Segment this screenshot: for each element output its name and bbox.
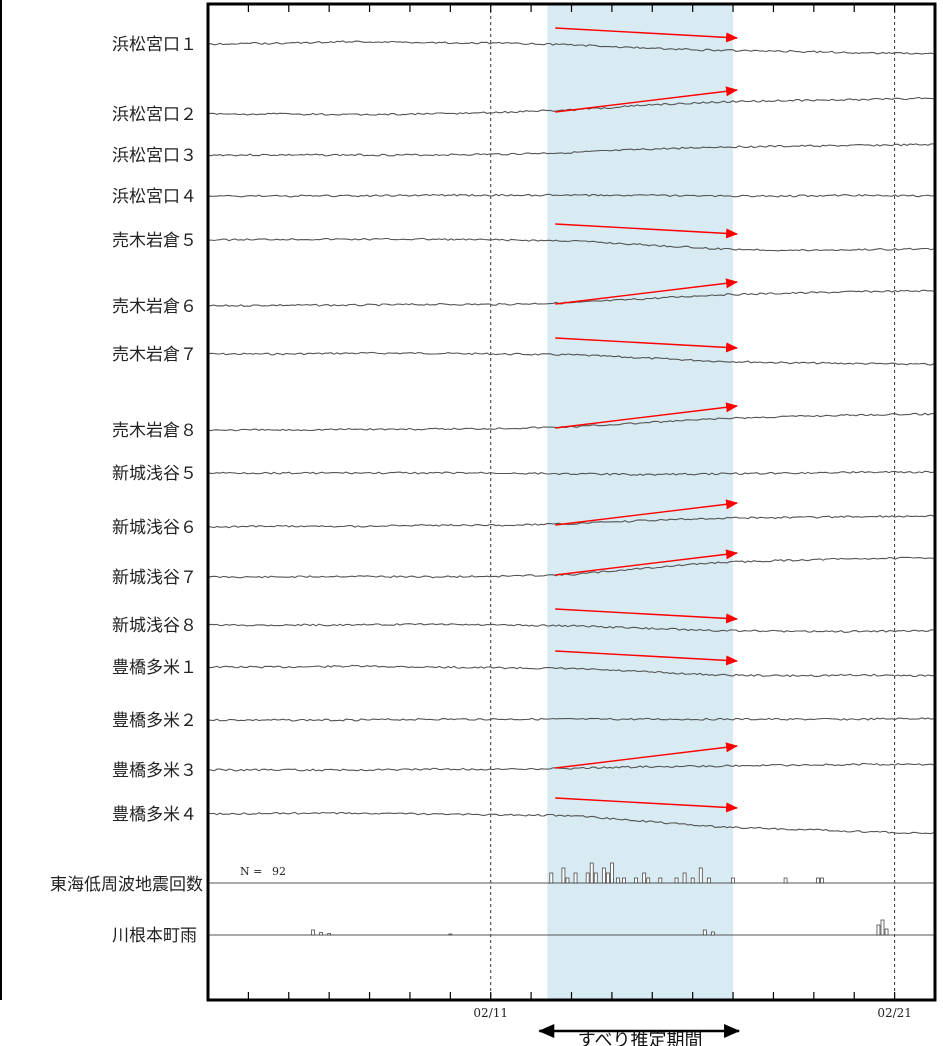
trend-arrow-10 <box>555 549 739 576</box>
count-bar-20 <box>706 877 711 884</box>
series-label-13: 豊橋多米２ <box>112 711 197 731</box>
rain-bar-8 <box>884 928 889 936</box>
trend-arrow-4 <box>555 223 739 239</box>
series-line-11 <box>207 623 935 633</box>
series-label-1: 浜松宮口２ <box>112 105 197 125</box>
count-bar-24 <box>820 877 824 884</box>
x-tick-label-1: 02/21 <box>877 1006 912 1020</box>
series-label-14: 豊橋多米３ <box>112 761 197 781</box>
count-bar-18 <box>690 877 695 884</box>
count-bar-7 <box>601 867 606 884</box>
rain-bar-4 <box>702 929 707 936</box>
series-label-4: 売木岩倉５ <box>112 231 197 251</box>
series-label-8: 新城浅谷５ <box>112 464 197 484</box>
trend-arrow-7 <box>555 402 739 429</box>
series-label-9: 新城浅谷６ <box>112 518 197 538</box>
series-line-1 <box>207 96 935 116</box>
count-bar-10 <box>616 877 620 884</box>
series-line-14 <box>207 762 935 772</box>
count-bar-19 <box>698 867 703 884</box>
count-bar-4 <box>585 872 590 884</box>
rain-bar-7 <box>880 919 885 936</box>
series-line-13 <box>207 717 935 722</box>
series-label-15: 豊橋多米４ <box>112 805 197 825</box>
series-line-4 <box>207 237 935 252</box>
trend-arrow-6 <box>555 337 739 353</box>
count-bar-11 <box>622 877 626 884</box>
count-bar-13 <box>642 872 647 884</box>
trend-arrow-12 <box>555 650 739 666</box>
count-bar-9 <box>610 862 614 884</box>
trend-arrow-9 <box>555 499 739 526</box>
series-label-12: 豊橋多米１ <box>112 658 197 678</box>
series-label-5: 売木岩倉６ <box>112 297 197 317</box>
series-line-15 <box>207 811 935 835</box>
count-n-label: N = <box>240 865 262 878</box>
series-label-10: 新城浅谷７ <box>112 568 197 588</box>
series-label-7: 売木岩倉８ <box>112 421 197 441</box>
trend-arrow-15 <box>555 797 739 813</box>
count-bar-6 <box>593 872 598 884</box>
count-n-value: 92 <box>272 865 286 878</box>
rain-bar-3 <box>448 933 453 936</box>
series-line-2 <box>207 143 934 157</box>
slip-period-shade <box>547 4 734 1000</box>
series-line-6 <box>207 351 935 366</box>
count-bar-2 <box>565 877 570 884</box>
series-line-10 <box>207 556 935 579</box>
trend-arrow-0 <box>555 27 739 43</box>
series-line-3 <box>207 193 935 198</box>
count-bar-1 <box>561 867 566 884</box>
count-bar-5 <box>589 862 594 884</box>
slip-period-label: すべり推定期間 <box>578 1030 703 1046</box>
count-bar-0 <box>549 872 554 884</box>
count-bar-17 <box>682 872 687 884</box>
series-line-9 <box>207 514 935 529</box>
rain-bar-1 <box>319 932 323 936</box>
rain-bar-2 <box>327 933 332 936</box>
series-label-2: 浜松宮口３ <box>112 146 197 166</box>
count-bar-14 <box>646 877 651 884</box>
series-line-0 <box>207 40 935 55</box>
rain-label: 川根本町雨 <box>112 926 197 946</box>
rain-bar-5 <box>711 931 715 936</box>
counts-label: 東海低周波地震回数 <box>50 875 203 895</box>
series-line-12 <box>207 664 935 678</box>
count-bar-8 <box>605 872 610 884</box>
rain-bar-0 <box>311 929 315 936</box>
x-tick-label-0: 02/11 <box>473 1006 508 1020</box>
series-label-3: 浜松宮口４ <box>112 187 197 207</box>
trend-arrow-11 <box>555 608 739 624</box>
count-bar-16 <box>674 877 679 884</box>
count-bar-12 <box>634 877 638 884</box>
series-label-11: 新城浅谷８ <box>112 616 197 636</box>
trend-arrow-5 <box>555 278 739 305</box>
count-bar-3 <box>573 872 578 884</box>
trend-arrow-1 <box>555 86 739 113</box>
trend-arrow-14 <box>555 742 739 769</box>
count-bar-21 <box>731 877 735 884</box>
count-bar-23 <box>816 877 820 884</box>
count-bar-15 <box>658 877 663 884</box>
series-line-8 <box>207 470 935 476</box>
series-label-0: 浜松宮口１ <box>112 35 197 55</box>
count-bar-22 <box>783 877 788 884</box>
series-label-6: 売木岩倉７ <box>112 345 197 365</box>
rain-bar-6 <box>876 924 881 936</box>
